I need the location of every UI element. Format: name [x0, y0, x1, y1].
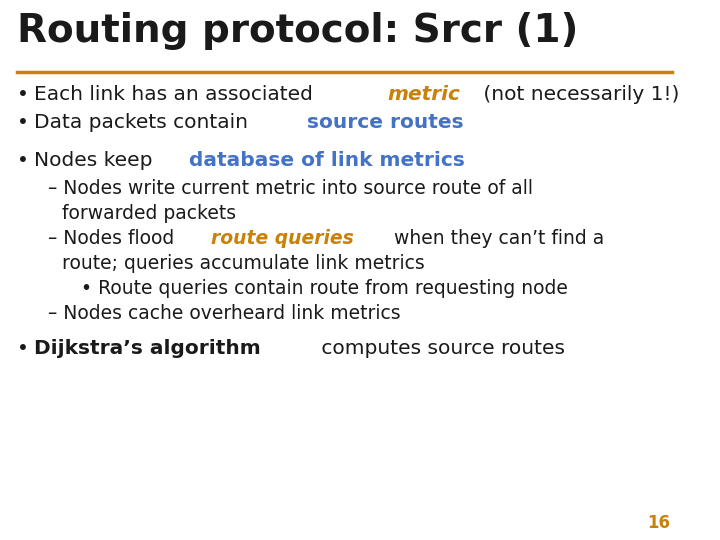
- Text: •: •: [17, 85, 29, 104]
- Text: route queries: route queries: [212, 229, 354, 248]
- Text: computes source routes: computes source routes: [315, 339, 564, 358]
- Text: •: •: [17, 113, 29, 132]
- Text: when they can’t find a: when they can’t find a: [388, 229, 604, 248]
- Text: forwarded packets: forwarded packets: [62, 204, 236, 223]
- Text: Nodes keep: Nodes keep: [35, 151, 159, 170]
- Text: • Route queries contain route from requesting node: • Route queries contain route from reque…: [81, 279, 568, 298]
- Text: – Nodes flood: – Nodes flood: [48, 229, 180, 248]
- Text: metric: metric: [387, 85, 460, 104]
- Text: source routes: source routes: [307, 113, 464, 132]
- Text: 16: 16: [647, 514, 670, 532]
- Text: – Nodes cache overheard link metrics: – Nodes cache overheard link metrics: [48, 304, 400, 323]
- Text: •: •: [17, 151, 29, 170]
- Text: database of link metrics: database of link metrics: [189, 151, 464, 170]
- Text: Routing protocol: Srcr (1): Routing protocol: Srcr (1): [17, 12, 579, 50]
- Text: •: •: [17, 339, 29, 358]
- Text: Dijkstra’s algorithm: Dijkstra’s algorithm: [35, 339, 261, 358]
- Text: Data packets contain: Data packets contain: [35, 113, 255, 132]
- Text: (not necessarily 1!): (not necessarily 1!): [477, 85, 680, 104]
- Text: route; queries accumulate link metrics: route; queries accumulate link metrics: [62, 254, 425, 273]
- Text: – Nodes write current metric into source route of all: – Nodes write current metric into source…: [48, 179, 533, 198]
- Text: Each link has an associated: Each link has an associated: [35, 85, 320, 104]
